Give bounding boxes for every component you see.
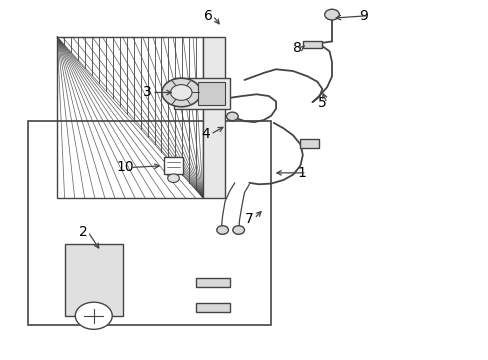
Circle shape (324, 9, 339, 20)
Bar (198, 82, 224, 105)
Circle shape (167, 174, 179, 183)
Bar (174, 78, 229, 109)
Text: 4: 4 (201, 127, 209, 141)
Text: 3: 3 (142, 85, 151, 99)
Text: 7: 7 (244, 212, 253, 226)
Circle shape (75, 302, 112, 329)
Bar (57, 37, 203, 198)
Text: 5: 5 (317, 96, 326, 110)
Circle shape (162, 78, 201, 107)
Circle shape (170, 85, 192, 100)
Bar (302, 41, 322, 48)
Bar (164, 157, 183, 174)
Bar (196, 303, 229, 312)
Bar (196, 278, 229, 287)
Text: 6: 6 (203, 9, 212, 23)
Text: 2: 2 (79, 225, 87, 239)
Circle shape (232, 226, 244, 234)
Bar (64, 244, 122, 316)
Text: 10: 10 (116, 161, 134, 175)
Bar (300, 139, 318, 148)
Text: 8: 8 (292, 41, 301, 55)
Circle shape (226, 112, 238, 121)
Bar (203, 37, 224, 198)
Text: 9: 9 (359, 9, 367, 23)
Bar (28, 121, 271, 325)
Circle shape (216, 226, 228, 234)
Text: 1: 1 (297, 166, 305, 180)
